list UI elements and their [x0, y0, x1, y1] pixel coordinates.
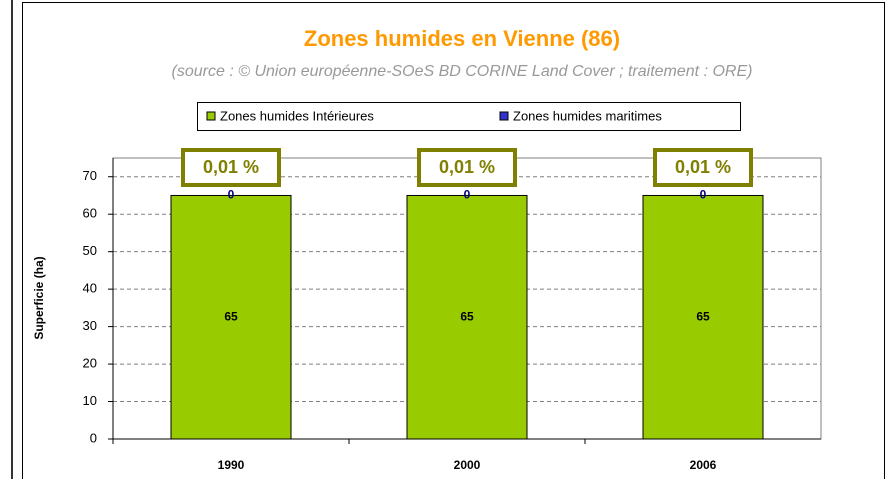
x-tick-label: 2000 — [454, 458, 481, 472]
legend-label: Zones humides Intérieures — [220, 108, 374, 123]
y-tick-label: 60 — [83, 206, 97, 221]
data-label: 0 — [464, 188, 471, 202]
legend-swatch — [206, 111, 216, 121]
data-label: 0 — [700, 188, 707, 202]
annotation-box — [417, 148, 517, 187]
annotation: 0,01 % — [203, 157, 259, 177]
data-label: 65 — [224, 309, 238, 323]
annotation: 0,01 % — [439, 157, 495, 177]
y-tick-label: 10 — [83, 393, 97, 408]
legend-label: Zones humides maritimes — [513, 108, 662, 123]
y-tick-label: 0 — [90, 430, 97, 445]
bar-segment — [170, 194, 292, 440]
y-tick-label: 40 — [83, 281, 97, 296]
data-label: 65 — [460, 309, 474, 323]
y-axis-label: Superficie (ha) — [32, 256, 46, 339]
annotation-box — [181, 148, 281, 187]
legend-box — [197, 102, 741, 131]
y-tick-label: 30 — [83, 318, 97, 333]
annotation-box — [653, 148, 753, 187]
chart-title: Zones humides en Vienne (86) — [304, 26, 620, 51]
bar-segment — [642, 194, 764, 440]
y-tick-label: 70 — [83, 168, 97, 183]
chart-subtitle: (source : © Union européenne-SOeS BD COR… — [172, 63, 753, 80]
x-tick-label: 2006 — [690, 458, 717, 472]
annotation: 0,01 % — [675, 157, 731, 177]
data-label: 65 — [696, 309, 710, 323]
x-tick-label: 1990 — [218, 458, 245, 472]
data-label: 0 — [228, 188, 235, 202]
y-tick-label: 20 — [83, 356, 97, 371]
bar-segment — [406, 194, 528, 440]
legend-swatch — [499, 111, 509, 121]
y-tick-label: 50 — [83, 243, 97, 258]
